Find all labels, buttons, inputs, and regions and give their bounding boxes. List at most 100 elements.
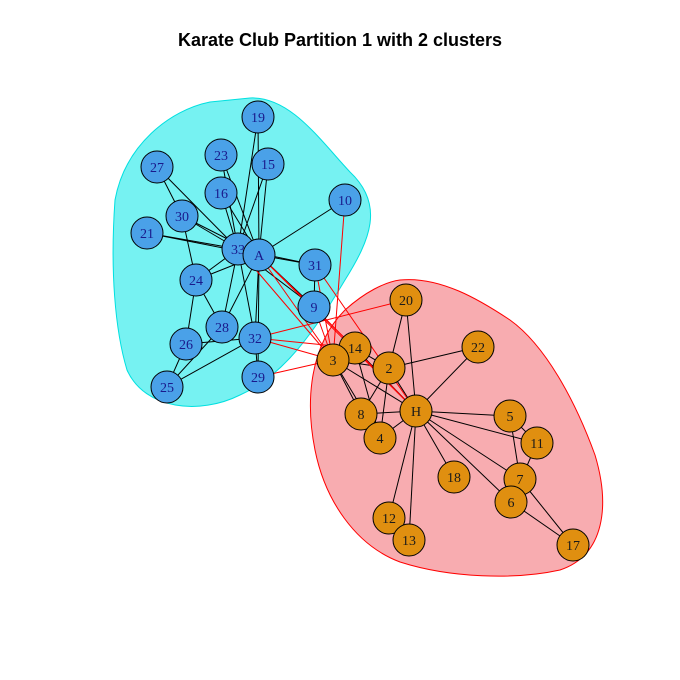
node-circle xyxy=(150,370,184,404)
node-label: 12 xyxy=(382,512,396,527)
node-H: H xyxy=(399,394,433,428)
node-label: 23 xyxy=(214,149,228,164)
edge-A-29 xyxy=(257,254,260,378)
node-label: 13 xyxy=(402,534,416,549)
node-21: 21 xyxy=(130,216,164,250)
node-label: 21 xyxy=(140,227,154,242)
edge-H-12 xyxy=(388,410,417,519)
node-18: 18 xyxy=(437,460,471,494)
node-label: 19 xyxy=(251,111,265,126)
edge-23-A xyxy=(220,154,260,256)
node-label: 26 xyxy=(179,338,193,353)
node-20: 20 xyxy=(389,283,423,317)
cross-edge-A-3 xyxy=(258,254,334,361)
node-22: 22 xyxy=(461,330,495,364)
node-circle xyxy=(392,523,426,557)
node-11: 11 xyxy=(520,426,554,460)
edge-10-A xyxy=(258,199,346,256)
node-circle xyxy=(493,399,527,433)
node-3: 3 xyxy=(316,343,350,377)
node-label: 30 xyxy=(175,210,189,225)
node-circle xyxy=(520,426,554,460)
edge-20-H xyxy=(405,299,417,412)
node-label: 8 xyxy=(358,408,365,423)
node-label: 6 xyxy=(508,496,515,511)
node-label: 3 xyxy=(330,354,337,369)
node-circle xyxy=(241,100,275,134)
node-label: 29 xyxy=(251,371,265,386)
node-label: 11 xyxy=(530,437,543,452)
node-circle xyxy=(389,283,423,317)
node-label: 27 xyxy=(150,161,164,176)
node-16: 16 xyxy=(204,176,238,210)
node-label: 10 xyxy=(338,194,352,209)
node-circle xyxy=(298,248,332,282)
node-label: 16 xyxy=(214,187,228,202)
node-29: 29 xyxy=(241,360,275,394)
node-label: 9 xyxy=(311,301,318,316)
node-24: 24 xyxy=(179,263,213,297)
node-circle xyxy=(297,290,331,324)
node-circle xyxy=(251,147,285,181)
node-A: A xyxy=(242,238,276,272)
node-circle xyxy=(130,216,164,250)
node-label: 25 xyxy=(160,381,174,396)
node-circle xyxy=(363,421,397,455)
node-circle xyxy=(204,176,238,210)
node-circle xyxy=(494,485,528,519)
node-8: 8 xyxy=(344,397,378,431)
node-23: 23 xyxy=(204,138,238,172)
node-circle xyxy=(165,199,199,233)
node-circle xyxy=(238,321,272,355)
node-circle xyxy=(344,397,378,431)
edge-25-32 xyxy=(166,337,256,388)
node-26: 26 xyxy=(169,327,203,361)
node-label: 20 xyxy=(399,294,413,309)
node-label: 4 xyxy=(377,432,384,447)
node-32: 32 xyxy=(238,321,272,355)
node-label: 5 xyxy=(507,410,514,425)
node-label: 28 xyxy=(215,321,229,336)
node-12: 12 xyxy=(372,501,406,535)
node-17: 17 xyxy=(556,528,590,562)
node-label: 32 xyxy=(248,332,262,347)
node-circle xyxy=(437,460,471,494)
node-label: 31 xyxy=(308,259,322,274)
node-15: 15 xyxy=(251,147,285,181)
node-circle xyxy=(179,263,213,297)
node-circle xyxy=(399,394,433,428)
node-label: H xyxy=(411,405,421,420)
node-label: 2 xyxy=(386,362,393,377)
node-10: 10 xyxy=(328,183,362,217)
node-circle xyxy=(461,330,495,364)
node-label: 17 xyxy=(566,539,580,554)
node-28: 28 xyxy=(205,310,239,344)
node-circle xyxy=(316,343,350,377)
node-circle xyxy=(204,138,238,172)
node-circle xyxy=(241,360,275,394)
edge-H-11 xyxy=(415,410,538,444)
node-circle xyxy=(205,310,239,344)
node-circle xyxy=(242,238,276,272)
node-circle xyxy=(372,351,406,385)
node-circle xyxy=(169,327,203,361)
node-30: 30 xyxy=(165,199,199,233)
node-label: A xyxy=(254,249,265,264)
node-label: 33 xyxy=(231,243,245,258)
node-label: 15 xyxy=(261,158,275,173)
node-label: 7 xyxy=(517,473,524,488)
node-2: 2 xyxy=(372,351,406,385)
node-4: 4 xyxy=(363,421,397,455)
node-circle xyxy=(372,501,406,535)
node-9: 9 xyxy=(297,290,331,324)
node-13: 13 xyxy=(392,523,426,557)
node-label: 18 xyxy=(447,471,461,486)
cross-edge-10-3 xyxy=(332,199,346,361)
node-31: 31 xyxy=(298,248,332,282)
node-label: 14 xyxy=(348,342,362,357)
node-circle xyxy=(556,528,590,562)
node-circle xyxy=(140,150,174,184)
node-label: 22 xyxy=(471,341,485,356)
